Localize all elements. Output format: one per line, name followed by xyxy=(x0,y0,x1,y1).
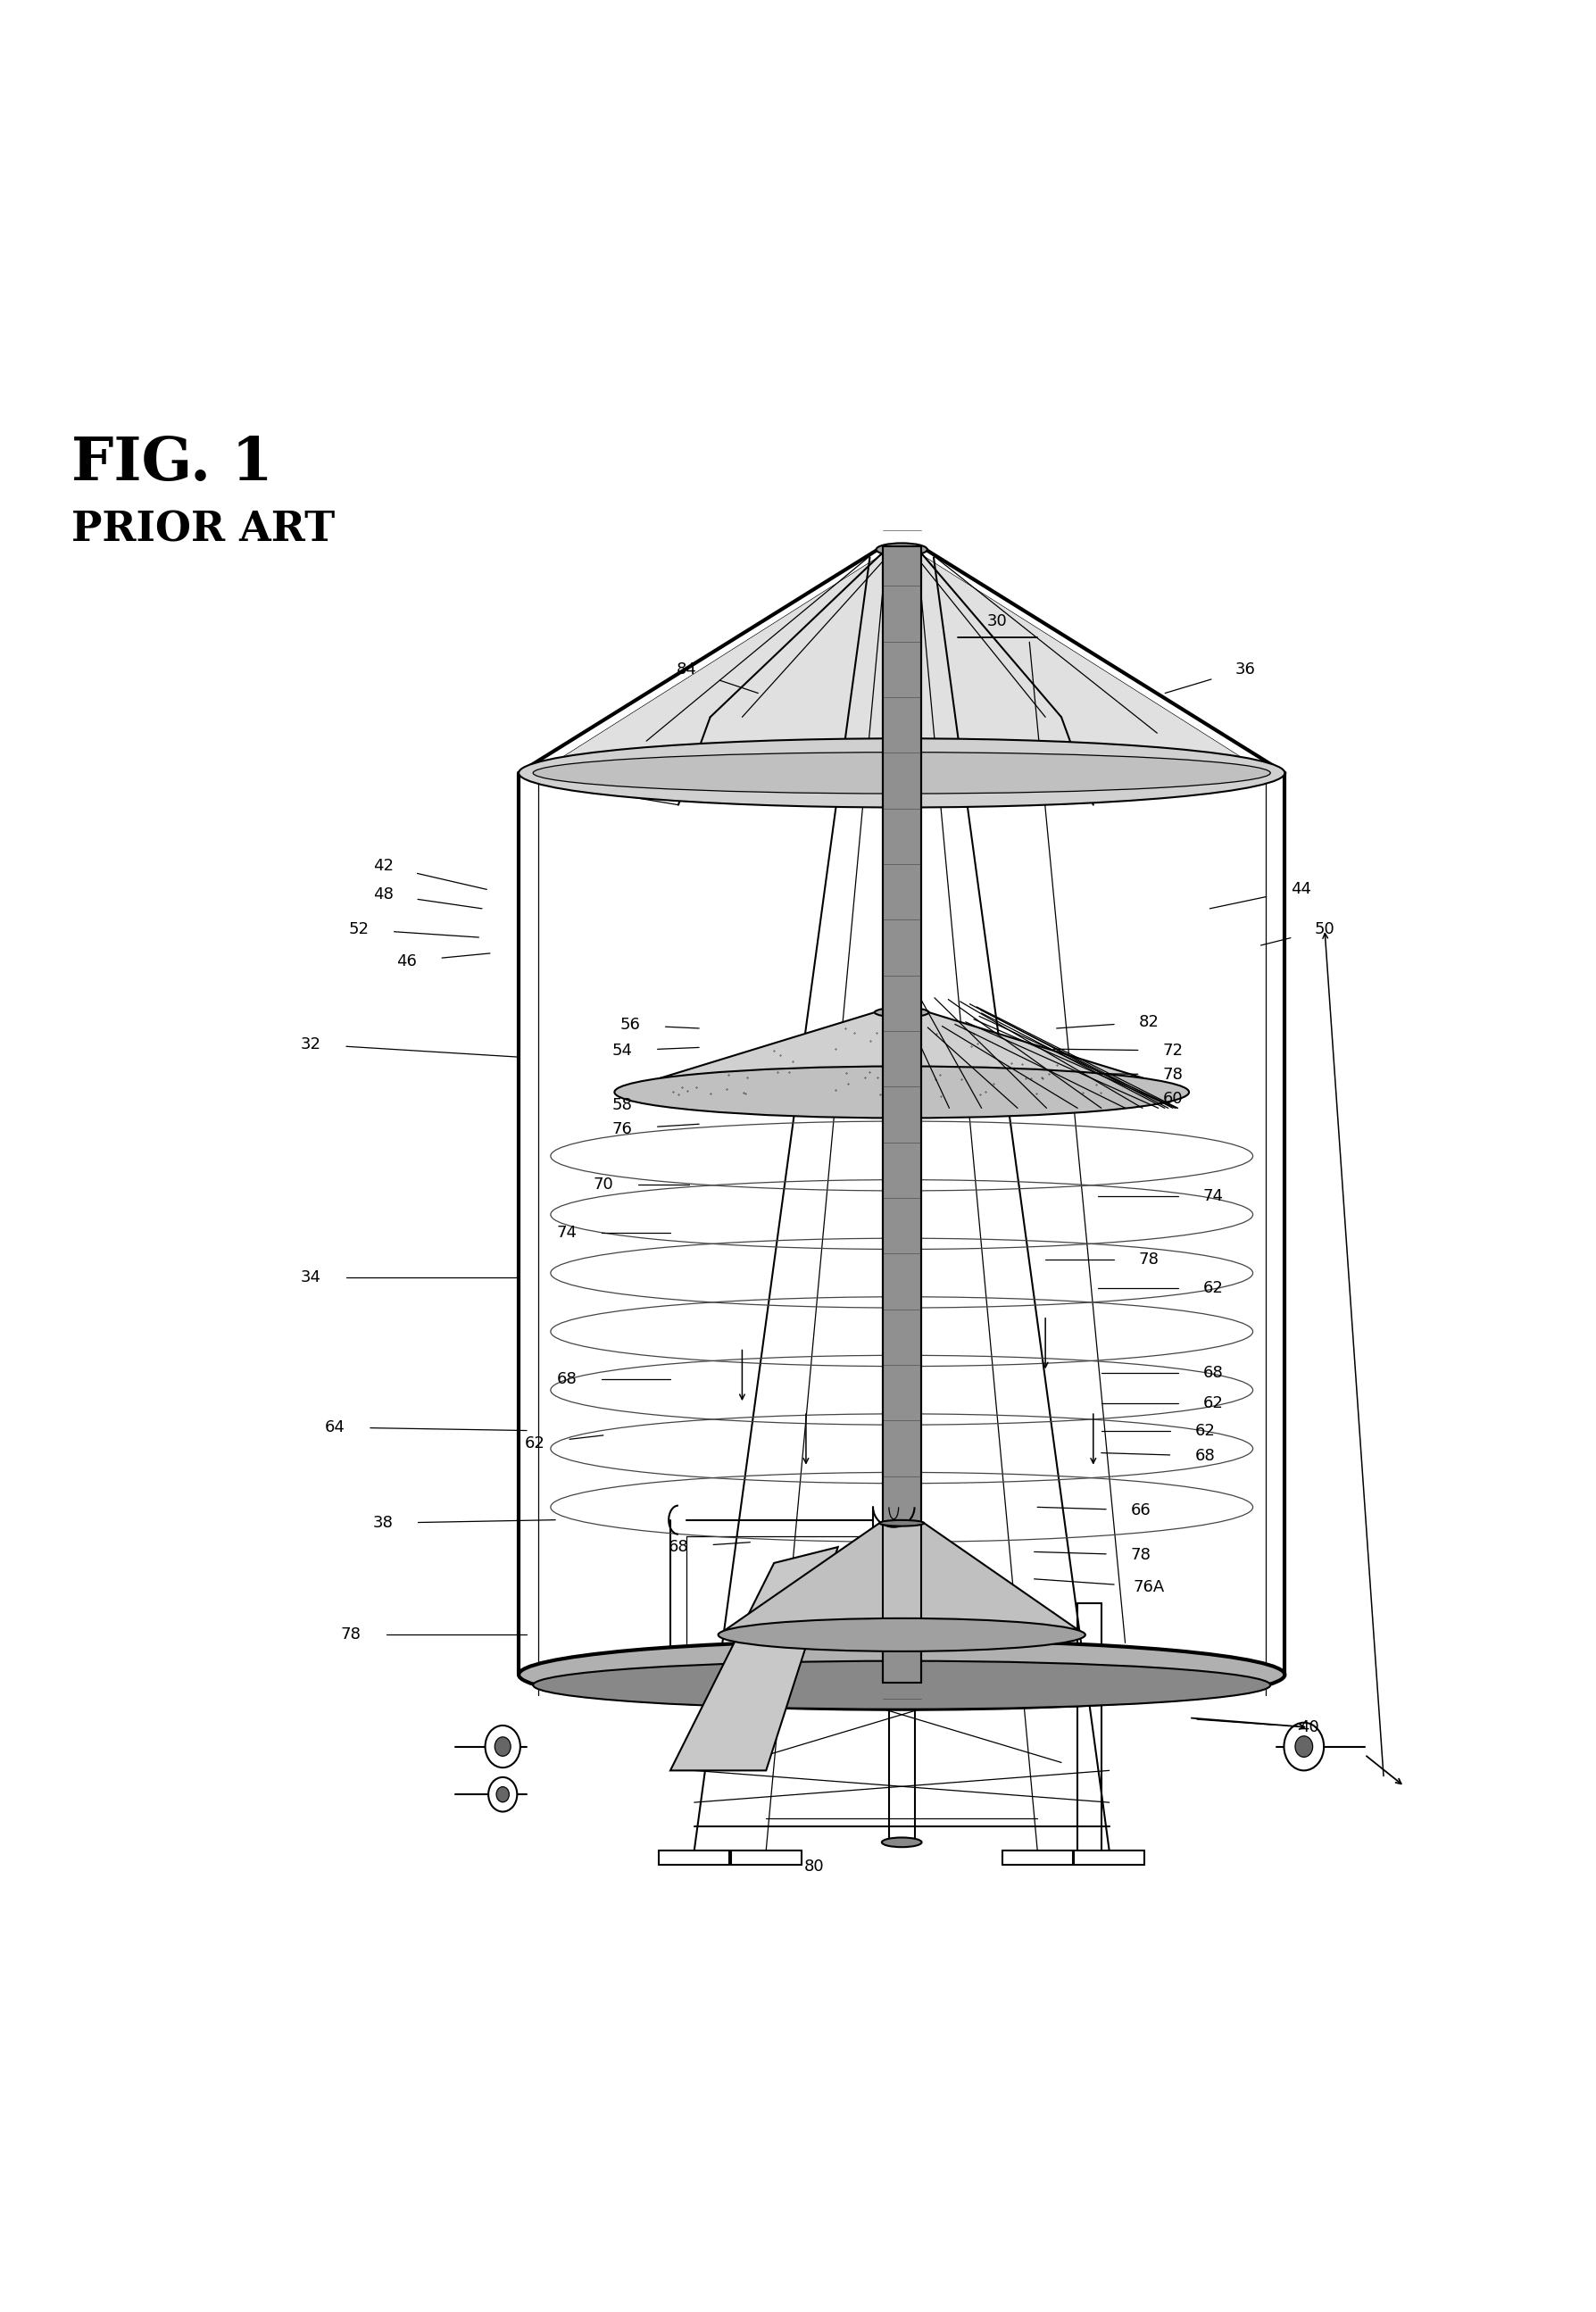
Text: 66: 66 xyxy=(1132,1503,1151,1519)
Text: 78: 78 xyxy=(1163,1066,1183,1082)
Ellipse shape xyxy=(533,1660,1270,1709)
Text: PRIOR ART: PRIOR ART xyxy=(72,509,335,550)
Text: 72: 72 xyxy=(1163,1043,1183,1059)
Text: 30: 30 xyxy=(988,613,1007,629)
Text: 68: 68 xyxy=(1203,1364,1223,1380)
Text: FIG. 1: FIG. 1 xyxy=(72,435,273,492)
Ellipse shape xyxy=(875,1008,929,1017)
Text: 76A: 76A xyxy=(1133,1579,1165,1595)
Ellipse shape xyxy=(495,1736,511,1757)
Ellipse shape xyxy=(881,1838,921,1847)
Text: 78: 78 xyxy=(1140,1251,1159,1267)
Ellipse shape xyxy=(519,738,1285,807)
Text: 74: 74 xyxy=(1203,1188,1223,1205)
Text: 56: 56 xyxy=(621,1017,640,1033)
Text: 68: 68 xyxy=(669,1540,688,1556)
Text: 54: 54 xyxy=(613,1043,632,1059)
Ellipse shape xyxy=(876,543,927,555)
Text: 44: 44 xyxy=(1291,881,1310,897)
Text: 36: 36 xyxy=(1235,661,1254,677)
Text: 76: 76 xyxy=(613,1121,632,1138)
Text: 82: 82 xyxy=(1140,1015,1159,1029)
Text: 40: 40 xyxy=(1299,1720,1318,1736)
Text: 34: 34 xyxy=(302,1269,321,1285)
Text: 46: 46 xyxy=(397,953,417,969)
Polygon shape xyxy=(718,1524,1085,1635)
Text: 62: 62 xyxy=(525,1436,544,1452)
Text: 62: 62 xyxy=(1203,1396,1223,1410)
Ellipse shape xyxy=(1283,1722,1323,1771)
Text: 78: 78 xyxy=(342,1628,361,1644)
Text: 52: 52 xyxy=(350,920,369,936)
Text: 60: 60 xyxy=(1163,1091,1183,1107)
Text: 64: 64 xyxy=(326,1420,345,1436)
Text: 48: 48 xyxy=(373,885,393,902)
Text: 70: 70 xyxy=(594,1177,613,1193)
Text: 62: 62 xyxy=(1195,1422,1215,1438)
Text: 74: 74 xyxy=(557,1225,576,1242)
Text: 80: 80 xyxy=(804,1859,824,1875)
Ellipse shape xyxy=(485,1725,520,1769)
Text: 68: 68 xyxy=(557,1371,576,1387)
Polygon shape xyxy=(670,1547,838,1771)
Ellipse shape xyxy=(533,751,1270,793)
Ellipse shape xyxy=(1294,1736,1312,1757)
Text: 38: 38 xyxy=(373,1514,393,1531)
Ellipse shape xyxy=(879,1519,924,1526)
Polygon shape xyxy=(883,546,921,1683)
Text: 32: 32 xyxy=(302,1036,321,1052)
Polygon shape xyxy=(538,550,1266,772)
Ellipse shape xyxy=(519,1639,1285,1709)
Polygon shape xyxy=(614,1013,1189,1091)
Ellipse shape xyxy=(496,1787,509,1801)
Ellipse shape xyxy=(614,1066,1189,1119)
Text: 84: 84 xyxy=(677,661,696,677)
Text: 78: 78 xyxy=(1132,1547,1151,1563)
Ellipse shape xyxy=(718,1618,1085,1651)
Ellipse shape xyxy=(488,1778,517,1813)
Text: 58: 58 xyxy=(613,1096,632,1112)
Text: 50: 50 xyxy=(1315,920,1334,936)
Text: 68: 68 xyxy=(1195,1447,1215,1463)
Text: 42: 42 xyxy=(373,858,393,874)
Text: 62: 62 xyxy=(1203,1281,1223,1297)
